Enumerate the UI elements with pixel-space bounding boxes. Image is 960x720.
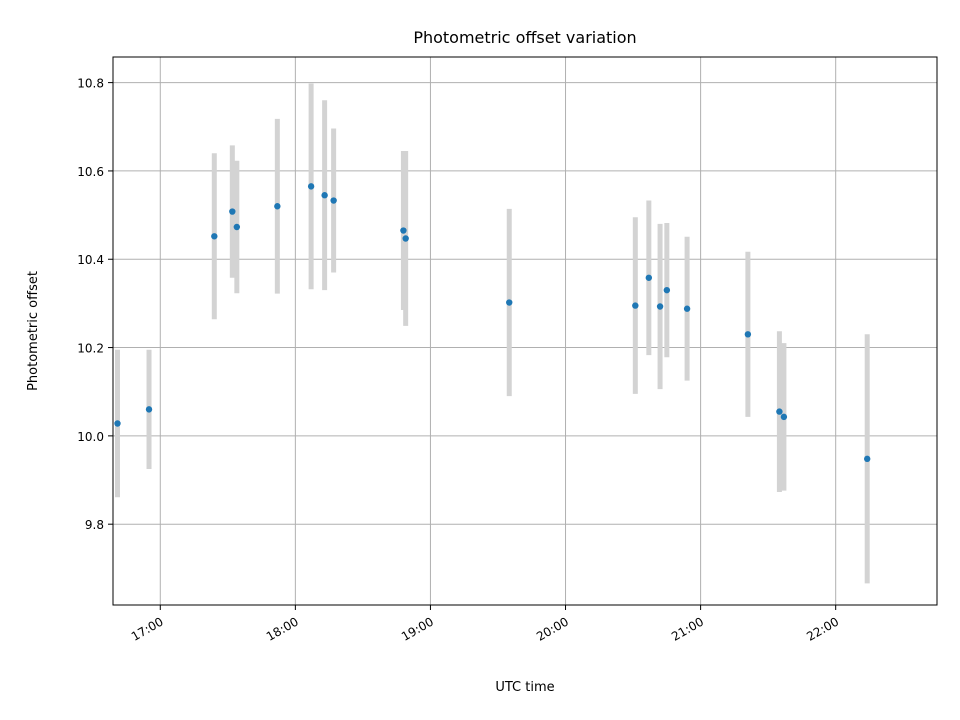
y-tick-label: 10.2	[77, 342, 104, 356]
data-point	[400, 227, 407, 234]
data-point	[744, 331, 752, 338]
data-point	[274, 203, 281, 210]
data-point	[307, 183, 315, 190]
y-tick-label: 10.0	[77, 430, 104, 444]
x-tick-label: 17:00	[129, 614, 166, 643]
data-point	[114, 420, 121, 427]
data-point	[780, 413, 788, 421]
data-point	[645, 274, 653, 281]
data-point	[776, 408, 783, 415]
y-axis-label: Photometric offset	[26, 271, 41, 391]
data-point	[321, 192, 328, 199]
x-tick-label: 20:00	[534, 614, 571, 643]
x-tick-label: 22:00	[804, 614, 841, 643]
data-point	[233, 223, 241, 231]
data-point	[632, 302, 639, 309]
x-axis-ticks: 17:00 18:00 19:00 20:00 21:00 22:00	[129, 605, 841, 644]
data-points	[114, 183, 871, 463]
y-tick-label: 10.8	[77, 77, 104, 91]
data-point	[656, 303, 664, 310]
data-point	[145, 406, 153, 413]
data-point	[683, 305, 691, 312]
data-point	[864, 455, 871, 463]
y-tick-label: 9.8	[85, 518, 104, 532]
chart-title: Photometric offset variation	[413, 28, 636, 47]
data-point	[402, 235, 409, 242]
plot-frame	[112, 56, 938, 606]
data-point	[229, 208, 236, 215]
x-tick-label: 18:00	[264, 614, 301, 643]
y-axis-ticks: 9.8 10.0 10.2 10.4 10.6 10.8	[77, 77, 113, 532]
x-axis-label: UTC time	[495, 680, 554, 695]
data-point	[663, 286, 671, 294]
y-tick-label: 10.4	[77, 253, 104, 267]
data-point	[506, 299, 513, 306]
x-tick-label: 19:00	[399, 614, 436, 643]
x-tick-label: 21:00	[669, 614, 706, 643]
data-point	[211, 233, 218, 240]
error-bars	[115, 83, 870, 584]
y-tick-label: 10.6	[77, 165, 104, 179]
data-point	[330, 197, 337, 204]
grid-lines	[113, 57, 937, 605]
